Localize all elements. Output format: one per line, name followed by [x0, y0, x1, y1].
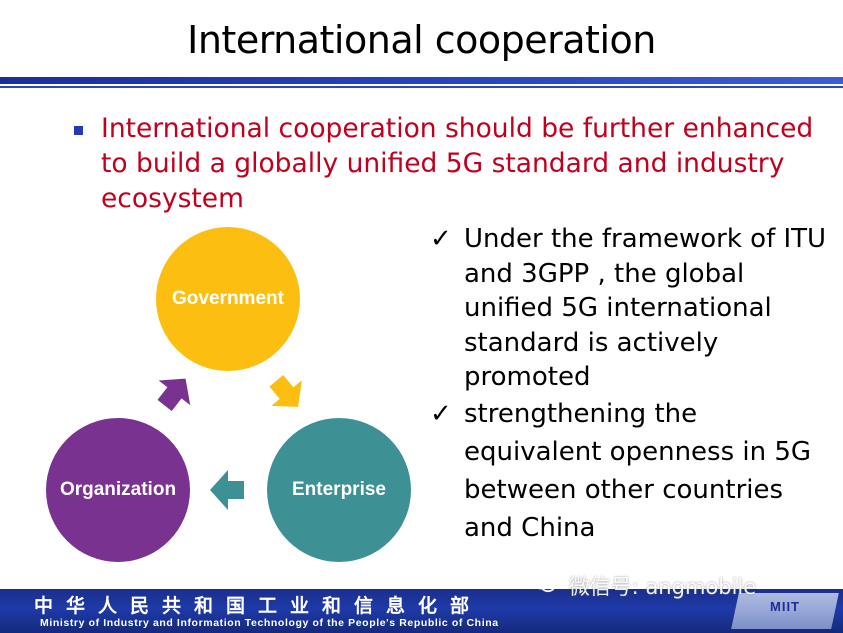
footer-english-title: Ministry of Industry and Information Tec…: [40, 617, 499, 629]
circle-label: Government: [172, 288, 284, 309]
title-rule-thin: [0, 86, 843, 88]
slide-title: International cooperation: [187, 18, 656, 62]
check-item-text: Under the framework of ITU and 3GPP , th…: [464, 224, 827, 392]
check-item: ✓ Under the framework of ITU and 3GPP , …: [430, 222, 840, 395]
circle-label: Enterprise: [292, 479, 386, 500]
main-point-text: International cooperation should be furt…: [101, 113, 814, 214]
bullet-square-icon: [74, 126, 83, 135]
title-rule-thick: [0, 77, 843, 84]
circle-government: Government: [156, 227, 300, 371]
check-item-text: strengthening the equivalent openness in…: [464, 398, 812, 543]
arrow-organization-to-government: [157, 378, 191, 411]
watermark-text: 微信号: angmobile: [568, 575, 757, 599]
checkmark-icon: ✓: [430, 398, 452, 429]
wechat-icon: [532, 574, 556, 599]
footer-chinese-title: 中华人民共和国工业和信息化部: [34, 595, 483, 617]
footer-badge-text: MIIT: [770, 599, 800, 614]
circle-organization: Organization: [46, 418, 190, 562]
arrow-enterprise-to-organization: [210, 470, 244, 510]
arrow-government-to-enterprise: [269, 375, 302, 407]
circle-label: Organization: [59, 479, 177, 500]
circle-enterprise: Enterprise: [267, 418, 411, 562]
wechat-watermark: 微信号: angmobile: [532, 571, 756, 601]
check-item: ✓ strengthening the equivalent openness …: [430, 395, 840, 547]
check-list: ✓ Under the framework of ITU and 3GPP , …: [430, 222, 840, 547]
footer-banner: 中华人民共和国工业和信息化部 Ministry of Industry and …: [0, 589, 843, 633]
checkmark-icon: ✓: [430, 224, 452, 254]
